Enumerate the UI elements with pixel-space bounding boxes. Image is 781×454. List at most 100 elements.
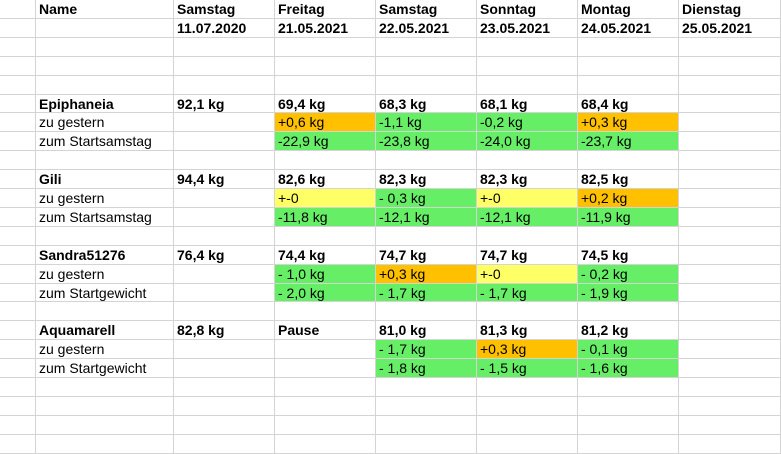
- weight-cell[interactable]: 74,4 kg: [275, 246, 376, 265]
- grid-cell[interactable]: [36, 227, 174, 246]
- change-cell[interactable]: -23,7 kg: [578, 132, 679, 151]
- column-header-date[interactable]: 23.05.2021: [477, 19, 578, 38]
- change-cell[interactable]: -0,2 kg: [477, 113, 578, 132]
- change-cell[interactable]: - 1,7 kg: [477, 284, 578, 302]
- row-label[interactable]: zu gestern: [36, 113, 174, 132]
- change-cell[interactable]: [679, 265, 781, 284]
- weight-cell[interactable]: 82,5 kg: [578, 170, 679, 189]
- change-cell[interactable]: [679, 359, 781, 378]
- grid-cell[interactable]: [275, 435, 376, 454]
- row-label[interactable]: zu gestern: [36, 340, 174, 359]
- change-cell[interactable]: - 0,3 kg: [376, 189, 477, 208]
- change-cell[interactable]: - 2,0 kg: [275, 284, 376, 302]
- change-cell[interactable]: - 1,6 kg: [578, 359, 679, 378]
- change-cell[interactable]: [275, 340, 376, 359]
- grid-cell[interactable]: [174, 416, 275, 435]
- grid-cell[interactable]: [477, 227, 578, 246]
- row-label[interactable]: zu gestern: [36, 265, 174, 284]
- grid-cell[interactable]: [376, 435, 477, 454]
- change-cell[interactable]: - 1,7 kg: [376, 340, 477, 359]
- grid-cell[interactable]: [36, 76, 174, 95]
- grid-cell[interactable]: [578, 378, 679, 397]
- change-cell[interactable]: +-0: [275, 189, 376, 208]
- change-cell[interactable]: -1,1 kg: [376, 113, 477, 132]
- column-header-day[interactable]: Sonntag: [477, 0, 578, 19]
- change-cell[interactable]: -23,8 kg: [376, 132, 477, 151]
- row-label[interactable]: zu gestern: [36, 189, 174, 208]
- weight-cell[interactable]: 92,1 kg: [174, 95, 275, 113]
- change-cell[interactable]: [679, 113, 781, 132]
- change-cell[interactable]: - 0,1 kg: [578, 340, 679, 359]
- grid-cell[interactable]: [679, 397, 781, 416]
- grid-cell[interactable]: [174, 151, 275, 170]
- grid-cell[interactable]: [578, 151, 679, 170]
- weight-cell[interactable]: 82,8 kg: [174, 321, 275, 340]
- grid-cell[interactable]: [36, 302, 174, 321]
- grid-cell[interactable]: [275, 38, 376, 57]
- grid-cell[interactable]: [376, 227, 477, 246]
- change-cell[interactable]: [679, 189, 781, 208]
- grid-cell[interactable]: [36, 378, 174, 397]
- change-cell[interactable]: +0,3 kg: [578, 113, 679, 132]
- change-cell[interactable]: +0,3 kg: [376, 265, 477, 284]
- column-header-date[interactable]: 25.05.2021: [679, 19, 781, 38]
- grid-cell[interactable]: [376, 76, 477, 95]
- person-name[interactable]: Sandra51276: [36, 246, 174, 265]
- person-name[interactable]: Aquamarell: [36, 321, 174, 340]
- grid-cell[interactable]: [578, 416, 679, 435]
- change-cell[interactable]: -12,1 kg: [477, 208, 578, 227]
- grid-cell[interactable]: [174, 227, 275, 246]
- weight-cell[interactable]: 82,3 kg: [477, 170, 578, 189]
- grid-cell[interactable]: [376, 57, 477, 76]
- grid-cell[interactable]: [578, 227, 679, 246]
- grid-cell[interactable]: [477, 435, 578, 454]
- weight-cell[interactable]: 76,4 kg: [174, 246, 275, 265]
- change-cell[interactable]: [275, 359, 376, 378]
- grid-cell[interactable]: [679, 435, 781, 454]
- change-cell[interactable]: [679, 284, 781, 302]
- row-label[interactable]: zum Startgewicht: [36, 359, 174, 378]
- grid-cell[interactable]: [477, 76, 578, 95]
- change-cell[interactable]: -22,9 kg: [275, 132, 376, 151]
- weight-cell[interactable]: 68,1 kg: [477, 95, 578, 113]
- change-cell[interactable]: -12,1 kg: [376, 208, 477, 227]
- change-cell[interactable]: [174, 132, 275, 151]
- change-cell[interactable]: +0,2 kg: [578, 189, 679, 208]
- weight-cell[interactable]: 94,4 kg: [174, 170, 275, 189]
- column-header-date[interactable]: 24.05.2021: [578, 19, 679, 38]
- weight-cell[interactable]: 81,2 kg: [578, 321, 679, 340]
- change-cell[interactable]: [174, 265, 275, 284]
- grid-cell[interactable]: [578, 76, 679, 95]
- grid-cell[interactable]: [679, 38, 781, 57]
- column-header-day[interactable]: Freitag: [275, 0, 376, 19]
- column-header-date[interactable]: 21.05.2021: [275, 19, 376, 38]
- change-cell[interactable]: - 1,8 kg: [376, 359, 477, 378]
- grid-cell[interactable]: [275, 76, 376, 95]
- grid-cell[interactable]: [679, 57, 781, 76]
- grid-cell[interactable]: [174, 57, 275, 76]
- grid-cell[interactable]: [679, 416, 781, 435]
- grid-cell[interactable]: [477, 302, 578, 321]
- grid-cell[interactable]: [477, 397, 578, 416]
- column-header-day[interactable]: Samstag: [376, 0, 477, 19]
- grid-cell[interactable]: [275, 302, 376, 321]
- column-header-day[interactable]: Samstag: [174, 0, 275, 19]
- grid-cell[interactable]: [578, 435, 679, 454]
- grid-cell[interactable]: [36, 416, 174, 435]
- change-cell[interactable]: -11,8 kg: [275, 208, 376, 227]
- grid-cell[interactable]: [376, 378, 477, 397]
- weight-cell[interactable]: 69,4 kg: [275, 95, 376, 113]
- grid-cell[interactable]: [174, 302, 275, 321]
- grid-cell[interactable]: [36, 151, 174, 170]
- grid-cell[interactable]: [275, 57, 376, 76]
- weight-cell[interactable]: 82,6 kg: [275, 170, 376, 189]
- change-cell[interactable]: [679, 208, 781, 227]
- grid-cell[interactable]: [174, 76, 275, 95]
- column-header-day[interactable]: Dienstag: [679, 0, 781, 19]
- grid-cell[interactable]: [376, 151, 477, 170]
- change-cell[interactable]: - 1,5 kg: [477, 359, 578, 378]
- change-cell[interactable]: +-0: [477, 189, 578, 208]
- grid-cell[interactable]: [275, 378, 376, 397]
- change-cell[interactable]: - 1,9 kg: [578, 284, 679, 302]
- grid-cell[interactable]: [275, 397, 376, 416]
